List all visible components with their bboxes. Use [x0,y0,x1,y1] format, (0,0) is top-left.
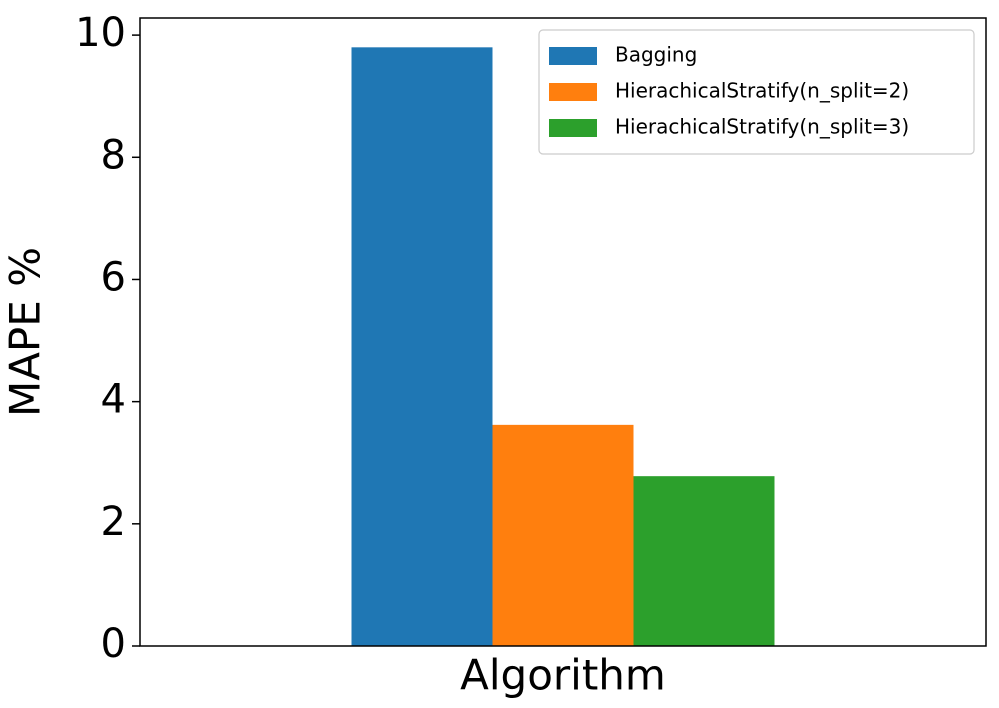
plot-frame [139,17,987,647]
y-axis-label: MAPE % [1,247,50,417]
legend-swatch [549,47,597,65]
legend-box [538,29,975,155]
y-tick-label: 10 [75,10,126,56]
y-tick-label: 2 [101,499,126,545]
bar [492,424,634,646]
y-tick-label: 8 [101,132,126,178]
legend-swatch [549,83,597,101]
bar [633,476,775,646]
legend-label: HierachicalStratify(n_split=2) [615,79,909,103]
x-axis-label: Algorithm [460,651,666,700]
bar [351,47,493,647]
legend-swatch [549,119,597,137]
y-tick-label: 4 [101,377,126,423]
y-tick-label: 6 [101,254,126,300]
y-tick-label: 0 [101,621,126,667]
legend-label: Bagging [615,43,697,67]
legend-label: HierachicalStratify(n_split=3) [615,115,909,139]
